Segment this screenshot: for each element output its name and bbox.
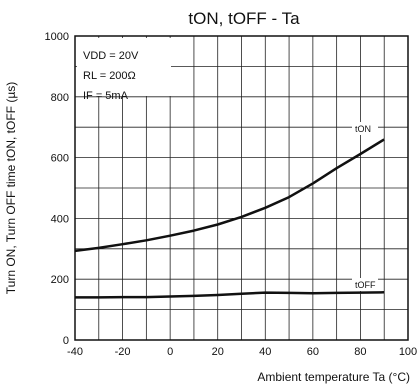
condition-vdd: VDD = 20V bbox=[83, 50, 139, 62]
x-tick-label: 40 bbox=[259, 346, 271, 358]
y-tick-label: 800 bbox=[51, 92, 69, 104]
condition-if: IF = 5mA bbox=[83, 90, 129, 102]
x-tick-label: 100 bbox=[399, 346, 417, 358]
x-tick-label: 20 bbox=[212, 346, 224, 358]
series-label-bg-ton bbox=[352, 122, 378, 135]
conditions-box bbox=[77, 38, 171, 96]
y-tick-label: 200 bbox=[51, 274, 69, 286]
x-tick-labels: -40 -20 0 20 40 60 80 100 bbox=[67, 346, 417, 358]
chart-title: tON, tOFF - Ta bbox=[188, 9, 300, 28]
series-label-bg-toff bbox=[352, 278, 378, 291]
plot-frame bbox=[74, 35, 409, 341]
condition-rl: RL = 200Ω bbox=[83, 70, 136, 82]
y-tick-labels: 0 200 400 600 800 1000 bbox=[45, 31, 69, 347]
series-label-ton: tON bbox=[355, 124, 371, 134]
x-tick-label: 0 bbox=[167, 346, 173, 358]
series-line-toff bbox=[75, 291, 385, 299]
y-tick-label: 600 bbox=[51, 153, 69, 165]
y-tick-label: 400 bbox=[51, 213, 69, 225]
x-axis-label: Ambient temperature Ta (°C) bbox=[257, 370, 410, 384]
series-line-ton bbox=[74, 138, 385, 253]
x-tick-label: -20 bbox=[115, 346, 131, 358]
y-tick-label: 1000 bbox=[45, 31, 69, 43]
x-tick-label: 60 bbox=[307, 346, 319, 358]
y-axis-label: Turn ON, Turn OFF time tON, tOFF (µs) bbox=[4, 82, 18, 294]
x-tick-label: -40 bbox=[67, 346, 83, 358]
series-lines bbox=[74, 138, 385, 299]
series-label-toff: tOFF bbox=[355, 280, 376, 290]
y-tick-label: 0 bbox=[63, 335, 69, 347]
x-tick-label: 80 bbox=[354, 346, 366, 358]
